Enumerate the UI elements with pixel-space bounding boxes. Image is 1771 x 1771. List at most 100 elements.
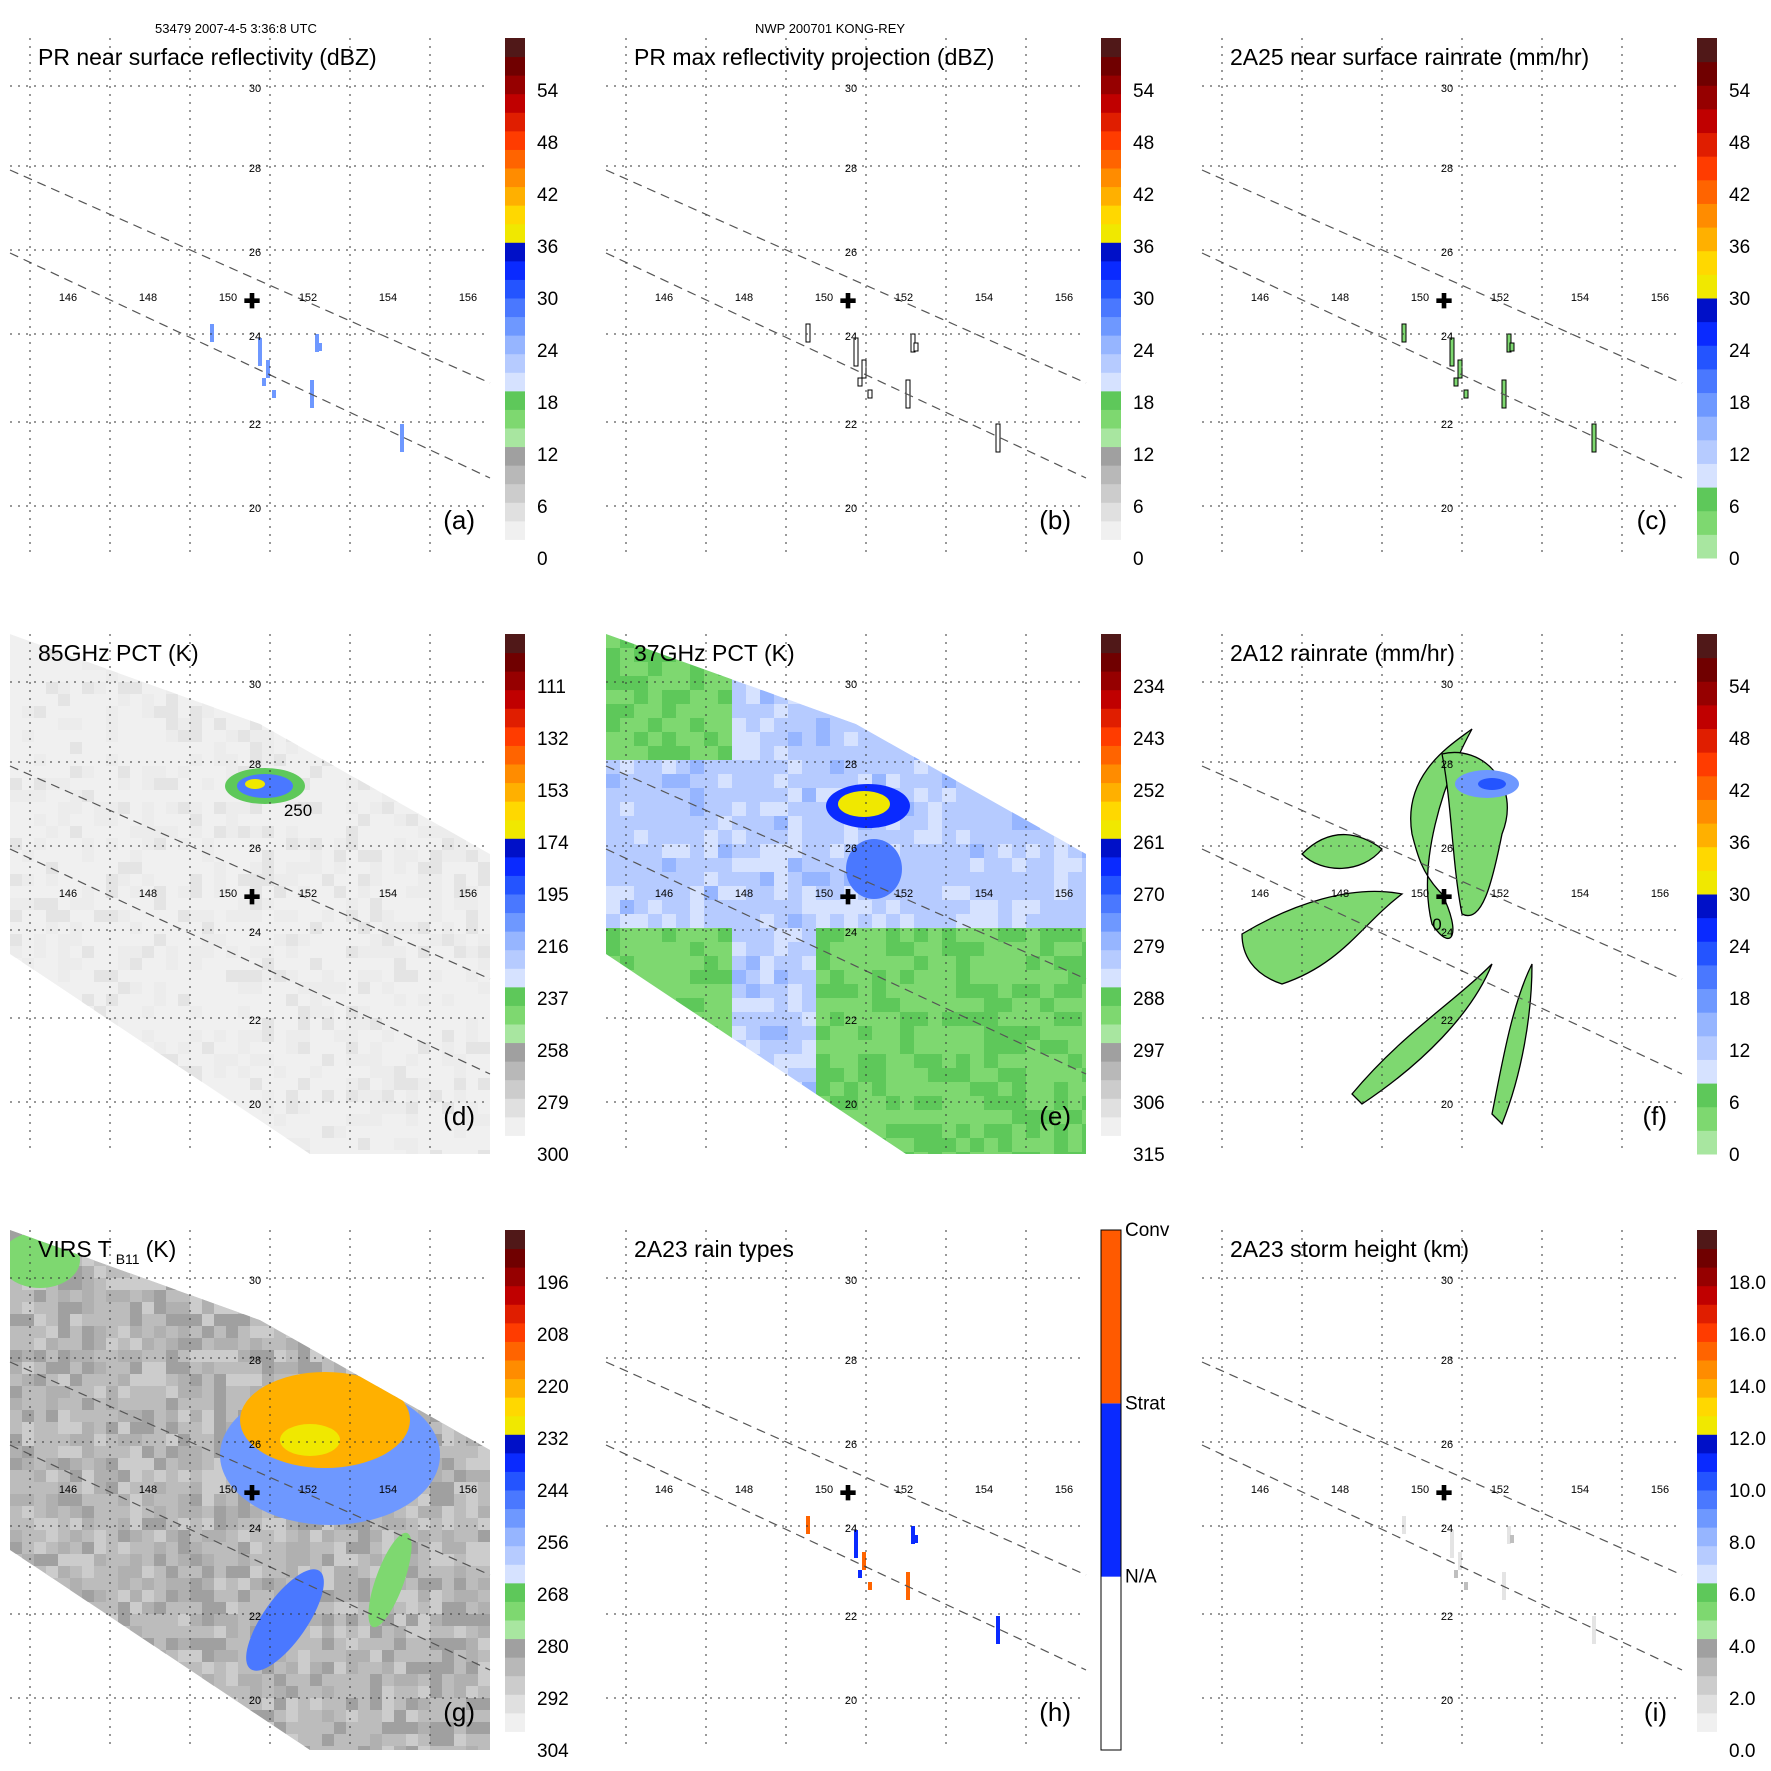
swath-pixel	[178, 1698, 190, 1710]
swath-pixel	[1082, 1138, 1086, 1152]
swath-pixel	[142, 1362, 154, 1374]
swath-pixel	[928, 1082, 942, 1096]
radar-echo	[1507, 1526, 1511, 1544]
swath-pixel	[358, 658, 370, 670]
swath-pixel	[142, 1302, 154, 1314]
radar-echo	[867, 389, 873, 399]
swath-pixel	[130, 1470, 142, 1482]
swath-pixel	[634, 942, 648, 956]
colorbar-segment	[505, 520, 525, 540]
swath-pixel	[1068, 662, 1082, 676]
swath-pixel	[454, 1482, 466, 1494]
swath-pixel	[1040, 984, 1054, 998]
swath-pixel	[1068, 634, 1082, 648]
panel-title: VIRS T B11 (K)	[38, 1236, 176, 1267]
swath-pixel	[346, 1078, 358, 1090]
swath-pixel	[58, 1006, 70, 1018]
colorbar-segment	[1697, 1675, 1717, 1695]
swath-pixel	[774, 858, 788, 872]
swath-pixel	[418, 862, 430, 874]
swath-pixel	[94, 1686, 106, 1698]
colorbar-tick-label: 14.0	[1729, 1377, 1766, 1398]
swath-pixel	[58, 1018, 70, 1030]
colorbar-tick-label: 42	[1133, 185, 1154, 206]
swath-pixel	[442, 826, 454, 838]
swath-pixel	[430, 1686, 442, 1698]
swath-pixel	[382, 802, 394, 814]
lat-tick-label: 26	[845, 247, 857, 259]
swath-pixel	[70, 1686, 82, 1698]
swath-pixel	[928, 1138, 942, 1152]
swath-pixel	[274, 1278, 286, 1290]
colorbar-tick-label: 30	[1133, 289, 1154, 310]
swath-pixel	[46, 898, 58, 910]
swath-pixel	[10, 1542, 22, 1554]
swath-pixel	[774, 942, 788, 956]
swath-pixel	[262, 898, 274, 910]
colorbar-segment	[1697, 704, 1717, 730]
colorbar-tick-label: 196	[537, 1273, 569, 1294]
colorbar-segment	[1101, 1403, 1121, 1577]
swath-pixel	[690, 970, 704, 984]
swath-pixel	[274, 658, 286, 670]
swath-pixel	[802, 788, 816, 802]
swath-pixel	[298, 838, 310, 850]
swath-pixel	[130, 1278, 142, 1290]
colorbar-segment	[1101, 801, 1121, 821]
swath-pixel	[334, 718, 346, 730]
swath-pixel	[106, 1686, 118, 1698]
swath-pixel	[442, 994, 454, 1006]
swath-pixel	[606, 718, 620, 732]
swath-pixel	[478, 1614, 490, 1626]
swath-pixel	[322, 1626, 334, 1638]
swath-pixel	[394, 1078, 406, 1090]
swath-pixel	[1082, 1124, 1086, 1138]
swath-pixel	[322, 1686, 334, 1698]
swath-pixel	[154, 1530, 166, 1542]
swath-pixel	[430, 898, 442, 910]
colorbar-segment	[505, 1490, 525, 1510]
swath-pixel	[310, 994, 322, 1006]
colorbar-segment	[1101, 502, 1121, 522]
swath-pixel	[1082, 802, 1086, 816]
swath-pixel	[454, 1614, 466, 1626]
swath-pixel	[454, 838, 466, 850]
colorbar-tick-label: 18	[1133, 393, 1154, 414]
swath-pixel	[606, 928, 620, 942]
swath-pixel	[970, 1054, 984, 1068]
swath-pixel	[606, 956, 620, 970]
swath-pixel	[830, 928, 844, 942]
swath-pixel	[998, 844, 1012, 858]
lon-tick-label: 156	[459, 292, 477, 304]
swath-pixel	[298, 1542, 310, 1554]
colorbar-segment	[1697, 1267, 1717, 1287]
swath-pixel	[130, 1446, 142, 1458]
swath-pixel	[466, 1350, 478, 1362]
swath-pixel	[1054, 984, 1068, 998]
swath-pixel	[454, 1602, 466, 1614]
swath-pixel	[274, 754, 286, 766]
swath-pixel	[178, 1446, 190, 1458]
swath-pixel	[454, 1066, 466, 1078]
colorbar-segment	[505, 93, 525, 113]
swath-pixel	[202, 1410, 214, 1422]
swath-pixel	[166, 706, 178, 718]
swath-pixel	[690, 1026, 704, 1040]
swath-edge-line	[605, 765, 1087, 980]
swath-pixel	[70, 718, 82, 730]
swath-pixel	[718, 928, 732, 942]
colorbar-segment	[1101, 93, 1121, 113]
swath-pixel	[620, 760, 634, 774]
swath-pixel	[154, 1362, 166, 1374]
swath-pixel	[286, 670, 298, 682]
colorbar-tick-label: 279	[1133, 937, 1165, 958]
swath-pixel	[606, 662, 620, 676]
swath-pixel	[154, 1054, 166, 1066]
swath-pixel	[998, 1110, 1012, 1124]
swath-pixel	[238, 1554, 250, 1566]
swath-pixel	[718, 886, 732, 900]
swath-pixel	[442, 814, 454, 826]
swath-pixel	[648, 704, 662, 718]
swath-pixel	[394, 1614, 406, 1626]
